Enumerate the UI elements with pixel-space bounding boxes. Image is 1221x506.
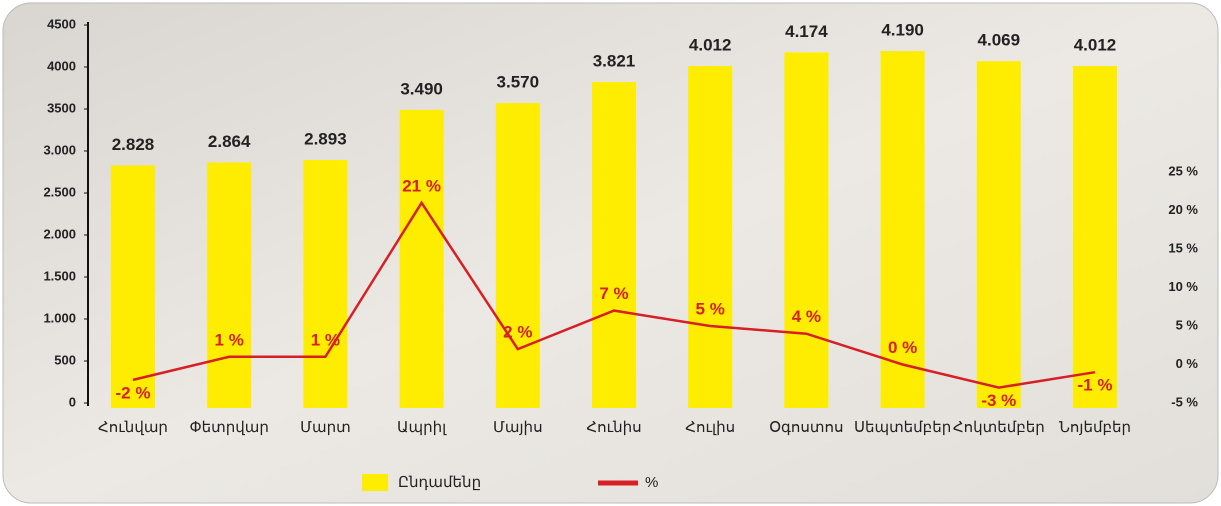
line-value-label: 0 % [888,338,917,357]
y-tick-label: 0 [69,394,76,409]
bar-value-label: 4.174 [785,22,828,41]
x-tick-label: Օգոստոս [769,419,843,436]
bar [495,103,540,409]
bar-value-label: 3.821 [593,52,636,71]
bar [880,51,925,408]
x-tick-label: Հունիս [586,419,641,436]
bar-value-label: 3.490 [400,79,443,98]
y-tick-label: 500 [54,352,76,367]
bar-value-label: 4.069 [978,31,1021,50]
line-value-label: 21 % [402,176,441,195]
y-tick-label: 1.500 [43,268,76,283]
y-tick-label: 2.000 [43,226,76,241]
x-tick-label: Մայիս [493,419,543,436]
legend-swatch [362,474,388,491]
line [132,200,1096,389]
line-value-label: 7 % [599,284,628,303]
bar [1073,65,1117,408]
line-value-label: 1 % [215,330,244,349]
legend-label: % [645,474,658,491]
y2-tick-label: 0 % [1176,356,1199,371]
line-value-label: -2 % [116,383,151,402]
x-tick-label: Հուլիս [685,419,735,436]
line-value-label: 5 % [696,299,725,318]
y2-tick-label: 25 % [1168,163,1198,178]
bar [111,165,155,408]
x-tick-label: Փետրվար [189,419,268,436]
line-value-label: 2 % [503,323,532,342]
y-tick-label: 3500 [47,100,76,115]
x-tick-label: Նոյեմբեր [1059,419,1131,436]
y-tick-label: 3.000 [43,142,76,157]
bar [784,52,829,408]
bar [976,61,1021,408]
bar [303,159,348,408]
x-tick-label: Մարտ [300,419,351,436]
bar-value-label: 2.893 [304,129,347,148]
y-tick-label: 2.500 [43,184,76,199]
x-tick-label: Հոկտեմբեր [953,419,1045,436]
bar-value-label: 3.570 [497,73,540,92]
y2-tick-label: 20 % [1168,202,1198,217]
bar-value-label: 4.012 [1074,35,1117,54]
bar [399,109,444,408]
bar-value-label: 4.012 [689,35,732,54]
x-tick-label: Հունվար [98,419,168,436]
y2-tick-label: 5 % [1176,317,1199,332]
bar-value-label: 2.864 [208,132,251,151]
bar [592,82,636,408]
line-value-label: 4 % [792,307,821,326]
y-tick-label: 4500 [47,16,76,31]
bar [207,162,252,408]
y2-tick-label: -5 % [1171,394,1198,409]
y-tick-label: 4000 [47,58,76,73]
y2-tick-label: 10 % [1168,279,1198,294]
line-value-label: -1 % [1078,376,1113,395]
line-value-label: -3 % [981,391,1016,410]
bar [688,65,733,408]
y-tick-label: 1.000 [43,310,76,325]
y2-tick-label: 15 % [1168,240,1198,255]
x-tick-label: Սեպտեմբեր [854,419,951,436]
bar-value-label: 2.828 [112,135,155,154]
bar-value-label: 4.190 [881,21,924,40]
line-value-label: 1 % [311,330,340,349]
x-tick-label: Ապրիլ [397,419,447,436]
legend-label: Ընդամենը [398,474,481,491]
